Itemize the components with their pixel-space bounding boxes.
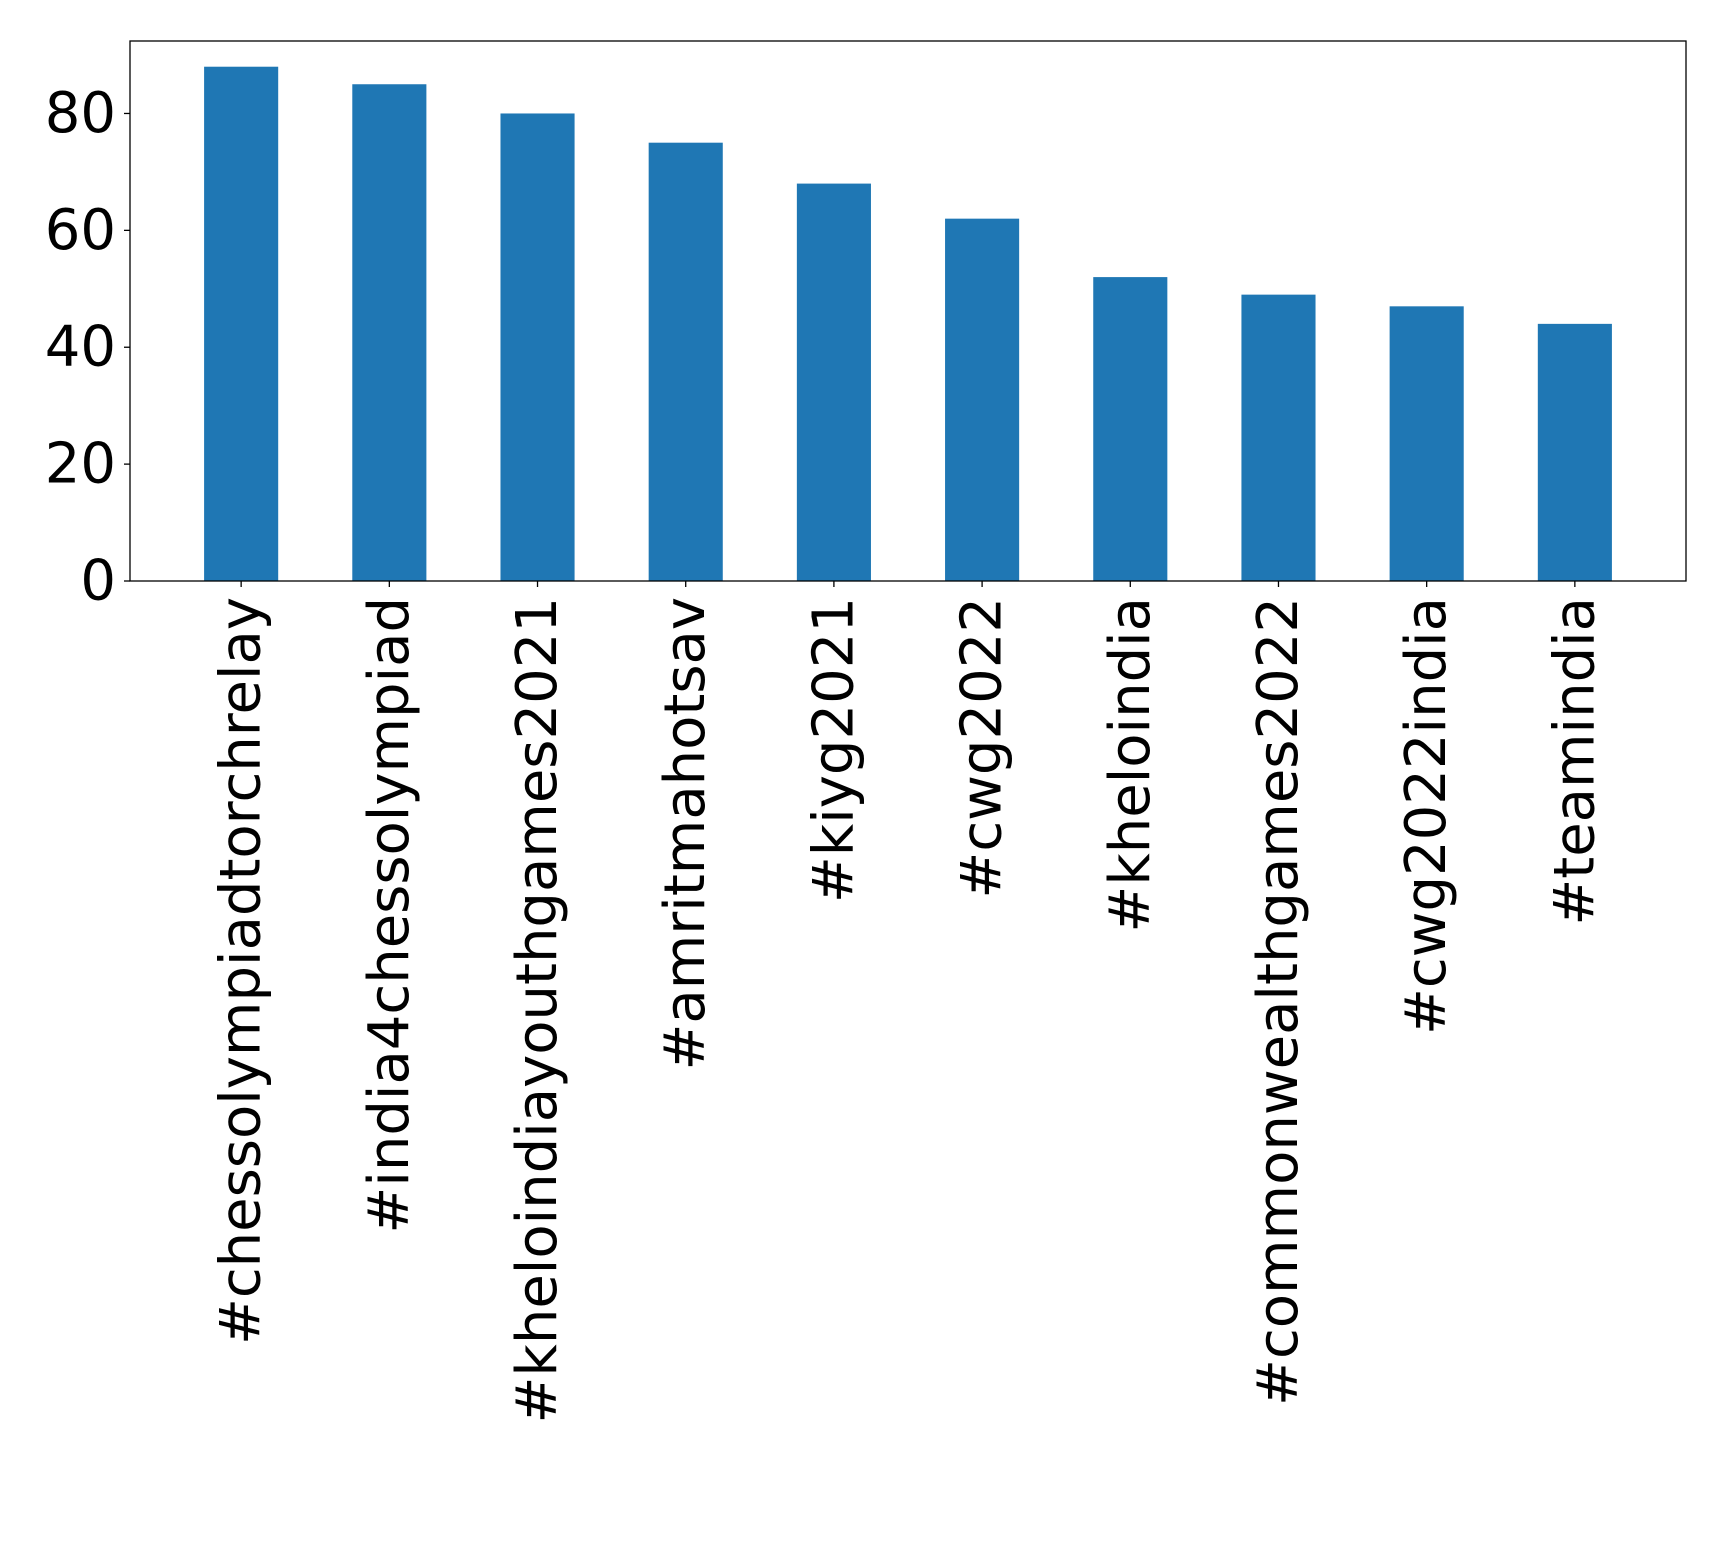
bar: [500, 113, 575, 581]
bar: [204, 66, 279, 581]
y-axis: 0 20 40 60 80: [45, 81, 130, 614]
bar: [648, 142, 723, 581]
x-tick-label: #india4chessolympiad: [357, 597, 422, 1234]
bar: [352, 84, 427, 581]
bar: [945, 218, 1020, 581]
x-tick-label: #chessolympiadtorchrelay: [209, 597, 274, 1345]
y-tick-label: 80: [45, 81, 116, 146]
y-tick-label: 0: [80, 549, 116, 614]
y-tick-label: 40: [45, 315, 116, 380]
y-tick-label: 20: [45, 432, 116, 497]
x-tick-label: #commonwealthgames2022: [1246, 597, 1311, 1406]
x-tick-label: #cwg2022india: [1394, 597, 1459, 1035]
bars-group: [204, 66, 1612, 581]
bar: [1389, 306, 1464, 581]
y-tick-label: 60: [45, 198, 116, 263]
bar: [1093, 277, 1168, 581]
x-tick-label: #kiyg2021: [801, 597, 866, 903]
x-tick-label: #teamindia: [1542, 597, 1607, 926]
x-axis: #chessolympiadtorchrelay #india4chessolym…: [209, 581, 1607, 1424]
bar: [1241, 294, 1316, 581]
bar: [796, 183, 871, 581]
x-tick-label: #kheloindia: [1098, 597, 1163, 933]
x-tick-label: #amritmahotsav: [653, 597, 718, 1071]
bar: [1537, 323, 1612, 581]
x-tick-label: #cwg2022: [950, 597, 1015, 899]
x-tick-label: #kheloindiayouthgames2021: [505, 597, 570, 1424]
plot-frame: [129, 40, 1687, 582]
